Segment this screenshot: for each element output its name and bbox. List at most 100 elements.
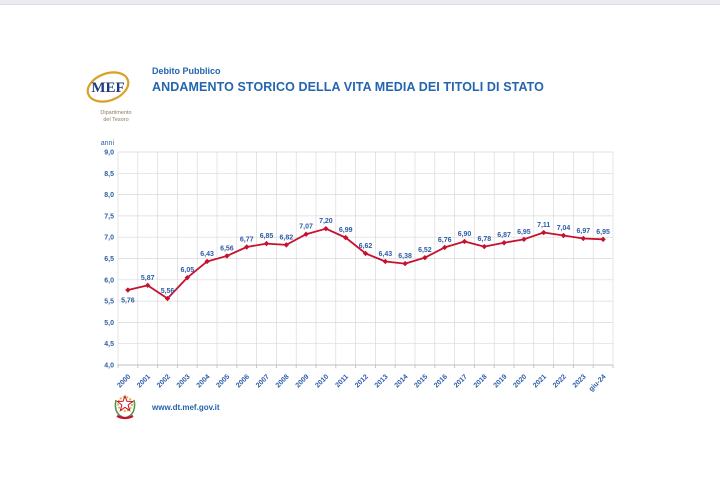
data-point-marker xyxy=(204,258,210,265)
data-point-label: 6,43 xyxy=(200,251,214,258)
data-point-marker xyxy=(283,242,289,248)
section-label: Debito Pubblico xyxy=(152,66,221,76)
x-axis-tick-label: 2012 xyxy=(354,373,370,389)
x-axis-tick-label: 2009 xyxy=(295,373,311,389)
data-point-marker xyxy=(461,238,468,245)
y-axis-tick-label: 8,5 xyxy=(104,171,114,178)
chart-svg: 9,0 8,5 8,0 7,5 7,0 6,5 6,0 5,5 5,0 4,5 4,0 anni 200… xyxy=(101,140,614,393)
x-axis-tick-label: giu-24 xyxy=(588,373,608,393)
data-point-marker xyxy=(422,254,428,261)
x-axis-tick-label: 2020 xyxy=(512,373,528,389)
data-point-label: 5,76 xyxy=(121,298,135,305)
website-link[interactable]: www.dt.mef.gov.it xyxy=(152,403,220,412)
y-axis-tick-label: 5,5 xyxy=(104,299,114,306)
data-point-marker xyxy=(362,250,369,257)
data-point-label: 6,90 xyxy=(458,231,472,238)
dept-line1: Dipartimento xyxy=(100,110,132,116)
data-point-marker xyxy=(343,234,349,241)
data-point-label: 7,11 xyxy=(537,222,550,229)
data-point-marker xyxy=(323,225,329,232)
x-axis-tick-label: 2016 xyxy=(433,373,449,389)
data-point-label: 6,97 xyxy=(576,228,590,235)
data-point-label: 6,82 xyxy=(279,234,293,241)
x-axis-tick-label: 2018 xyxy=(473,373,489,389)
dept-label: Dipartimento del Tesoro xyxy=(88,110,144,123)
mef-logo-icon: MEF xyxy=(86,71,130,103)
data-point-label: 6,76 xyxy=(438,237,452,244)
y-axis-tick-label: 7,5 xyxy=(104,213,114,220)
mef-acronym: MEF xyxy=(91,80,124,96)
data-point-label: 7,07 xyxy=(299,224,313,231)
x-axis-tick-label: 2013 xyxy=(374,373,390,389)
data-point-label: 7,04 xyxy=(557,225,571,232)
x-axis-tick-label: 2003 xyxy=(176,373,192,389)
x-axis-tick-label: 2006 xyxy=(235,373,251,389)
data-point-label: 6,62 xyxy=(359,243,373,250)
y-axis-tick-label: 6,5 xyxy=(104,256,114,263)
data-point-label: 6,95 xyxy=(596,229,610,236)
data-point-label: 6,78 xyxy=(477,236,491,243)
data-point-marker xyxy=(501,240,507,246)
x-axis-tick-label: 2002 xyxy=(156,373,172,389)
data-point-marker xyxy=(442,244,448,251)
data-point-label: 6,85 xyxy=(260,233,274,240)
data-point-marker xyxy=(244,244,250,250)
x-axis-tick-label: 2000 xyxy=(116,373,132,389)
data-point-marker xyxy=(224,253,230,259)
data-point-label: 6,05 xyxy=(180,267,194,274)
series-line xyxy=(127,227,605,300)
data-point-label: 6,56 xyxy=(220,245,234,252)
data-point-label: 7,20 xyxy=(319,218,333,225)
data-point-marker xyxy=(481,243,487,250)
x-axis-tick-label: 2019 xyxy=(493,373,509,389)
x-axis-tick-label: 2017 xyxy=(453,373,469,389)
x-axis-tick-label: 2015 xyxy=(413,373,429,389)
x-axis-tick-label: 2022 xyxy=(552,373,568,389)
dept-line2: del Tesoro xyxy=(103,116,129,123)
data-point-marker xyxy=(580,235,586,242)
data-point-label: 5,87 xyxy=(141,275,155,282)
y-axis-tick-label: 7,0 xyxy=(104,235,114,242)
page-title: ANDAMENTO STORICO DELLA VITA MEDIA DEI T… xyxy=(152,80,544,94)
x-axis-tick-label: 2007 xyxy=(255,373,271,389)
y-axis-tick-label: 5,0 xyxy=(104,320,114,327)
data-point-label: 6,52 xyxy=(418,247,432,254)
data-point-marker xyxy=(541,229,547,236)
data-point-label: 5,56 xyxy=(161,288,175,295)
line-chart: 9,0 8,5 8,0 7,5 7,0 6,5 6,0 5,5 5,0 4,5 4,0 anni 200… xyxy=(95,138,620,400)
data-point-marker xyxy=(263,240,270,247)
y-axis-tick-label: 8,0 xyxy=(104,192,114,199)
data-point-label: 6,38 xyxy=(398,253,412,260)
data-point-label: 6,95 xyxy=(517,229,531,236)
x-axis-tick-label: 2004 xyxy=(196,373,212,389)
data-point-label: 6,87 xyxy=(497,232,511,239)
data-point-marker xyxy=(600,236,606,243)
x-axis-tick-label: 2023 xyxy=(572,373,588,389)
data-point-label: 6,99 xyxy=(339,227,353,234)
y-axis-tick-label: 4,5 xyxy=(104,341,114,348)
window-top-edge xyxy=(0,0,720,5)
x-axis-tick-label: 2011 xyxy=(334,373,350,389)
data-point-marker xyxy=(521,236,527,243)
x-axis-tick-label: 2010 xyxy=(314,373,330,389)
data-point-marker xyxy=(382,258,388,265)
x-axis-tick-label: 2021 xyxy=(532,373,548,389)
x-axis-tick-label: 2005 xyxy=(215,373,231,389)
data-point-marker xyxy=(145,282,151,289)
data-point-marker xyxy=(125,287,131,293)
data-point-marker xyxy=(303,231,309,237)
x-axis-tick-label: 2014 xyxy=(394,373,410,389)
y-axis-tick-label: 6,0 xyxy=(104,277,114,284)
data-point-label: 6,43 xyxy=(378,251,392,258)
data-point-marker xyxy=(402,260,408,267)
y-axis-title: anni xyxy=(101,140,115,147)
data-point-marker xyxy=(560,232,567,239)
y-axis-tick-label: 4,0 xyxy=(104,363,114,370)
data-point-label: 6,77 xyxy=(240,236,254,243)
data-point-marker xyxy=(184,274,190,281)
x-axis-tick-label: 2001 xyxy=(136,373,152,389)
y-axis-tick-label: 9,0 xyxy=(104,150,114,157)
italy-emblem-icon xyxy=(114,394,136,420)
x-axis-tick-label: 2008 xyxy=(275,373,291,389)
